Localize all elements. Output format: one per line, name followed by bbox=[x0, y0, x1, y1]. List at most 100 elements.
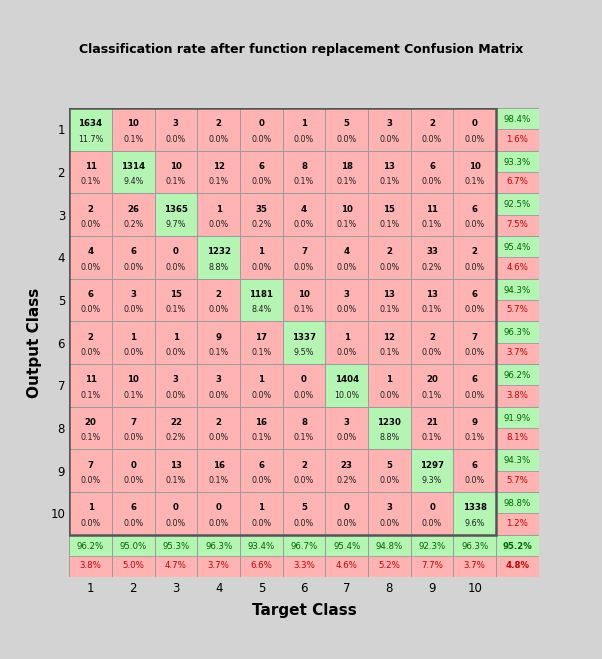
Text: 0.1%: 0.1% bbox=[379, 348, 400, 357]
Text: 3: 3 bbox=[173, 376, 179, 384]
Text: 0.1%: 0.1% bbox=[294, 177, 314, 186]
Bar bbox=[69, 236, 112, 279]
Text: 0.0%: 0.0% bbox=[166, 391, 186, 400]
Text: 0.1%: 0.1% bbox=[379, 177, 400, 186]
Text: 8.1%: 8.1% bbox=[506, 434, 529, 442]
Bar bbox=[368, 449, 411, 492]
Text: 15: 15 bbox=[383, 204, 396, 214]
Text: 6.7%: 6.7% bbox=[506, 177, 529, 186]
Text: 98.8%: 98.8% bbox=[504, 499, 531, 508]
Bar bbox=[411, 151, 453, 193]
Text: 2: 2 bbox=[216, 418, 222, 427]
Text: 0.0%: 0.0% bbox=[123, 263, 143, 272]
Bar bbox=[325, 279, 368, 322]
Text: 0.0%: 0.0% bbox=[208, 220, 229, 229]
Text: 4.8%: 4.8% bbox=[506, 561, 529, 571]
Text: 0.0%: 0.0% bbox=[123, 348, 143, 357]
Text: 95.0%: 95.0% bbox=[120, 542, 147, 551]
X-axis label: Target Class: Target Class bbox=[252, 603, 356, 618]
Bar bbox=[325, 449, 368, 492]
Text: Classification rate after function replacement Confusion Matrix: Classification rate after function repla… bbox=[79, 43, 523, 56]
Text: 5: 5 bbox=[344, 119, 350, 129]
Bar bbox=[112, 364, 155, 407]
Text: 0: 0 bbox=[173, 503, 179, 513]
Text: 0.1%: 0.1% bbox=[337, 177, 357, 186]
Text: 2: 2 bbox=[429, 333, 435, 341]
Text: 8: 8 bbox=[301, 162, 307, 171]
Text: 9: 9 bbox=[216, 333, 222, 341]
Bar bbox=[496, 428, 539, 449]
Text: 1634: 1634 bbox=[78, 119, 102, 129]
Text: 0.0%: 0.0% bbox=[251, 134, 272, 144]
Bar bbox=[69, 193, 112, 236]
Bar bbox=[496, 492, 539, 513]
Bar bbox=[496, 151, 539, 172]
Bar bbox=[453, 492, 496, 534]
Bar bbox=[155, 407, 197, 449]
Text: 0.0%: 0.0% bbox=[123, 305, 143, 314]
Bar bbox=[155, 151, 197, 193]
Text: 4.6%: 4.6% bbox=[336, 561, 358, 571]
Bar bbox=[368, 322, 411, 364]
Bar bbox=[496, 343, 539, 364]
Bar bbox=[155, 279, 197, 322]
Bar bbox=[283, 534, 325, 556]
Bar bbox=[496, 108, 539, 129]
Bar bbox=[496, 449, 539, 471]
Text: 1365: 1365 bbox=[164, 204, 188, 214]
Text: 2: 2 bbox=[472, 247, 478, 256]
Bar bbox=[325, 556, 368, 577]
Text: 96.3%: 96.3% bbox=[205, 542, 232, 551]
Text: 0.0%: 0.0% bbox=[251, 391, 272, 400]
Text: 0.1%: 0.1% bbox=[379, 220, 400, 229]
Text: 0.0%: 0.0% bbox=[422, 348, 442, 357]
Text: 3: 3 bbox=[386, 503, 393, 513]
Text: 5.2%: 5.2% bbox=[379, 561, 400, 571]
Text: 15: 15 bbox=[170, 290, 182, 299]
Bar bbox=[325, 236, 368, 279]
Text: 0: 0 bbox=[258, 119, 264, 129]
Bar bbox=[496, 322, 539, 343]
Text: 0.1%: 0.1% bbox=[81, 391, 101, 400]
Bar bbox=[197, 236, 240, 279]
Bar bbox=[155, 108, 197, 151]
Text: 0.0%: 0.0% bbox=[379, 134, 400, 144]
Text: 96.7%: 96.7% bbox=[290, 542, 318, 551]
Text: 13: 13 bbox=[426, 290, 438, 299]
Text: 4: 4 bbox=[344, 247, 350, 256]
Text: 0.0%: 0.0% bbox=[379, 519, 400, 528]
Text: 0.0%: 0.0% bbox=[208, 434, 229, 442]
Text: 0.0%: 0.0% bbox=[208, 519, 229, 528]
Text: 96.2%: 96.2% bbox=[77, 542, 104, 551]
Bar bbox=[325, 322, 368, 364]
Text: 0.0%: 0.0% bbox=[294, 519, 314, 528]
Text: 91.9%: 91.9% bbox=[504, 414, 531, 422]
Text: 0.0%: 0.0% bbox=[465, 305, 485, 314]
Bar bbox=[368, 108, 411, 151]
Text: 1230: 1230 bbox=[377, 418, 402, 427]
Bar bbox=[325, 193, 368, 236]
Text: 3: 3 bbox=[216, 376, 222, 384]
Text: 1: 1 bbox=[216, 204, 222, 214]
Text: 4.7%: 4.7% bbox=[165, 561, 187, 571]
Bar bbox=[197, 407, 240, 449]
Text: 6: 6 bbox=[258, 162, 264, 171]
Bar bbox=[283, 556, 325, 577]
Text: 0.0%: 0.0% bbox=[251, 263, 272, 272]
Bar bbox=[368, 364, 411, 407]
Text: 0.1%: 0.1% bbox=[422, 220, 442, 229]
Bar bbox=[325, 492, 368, 534]
Bar bbox=[325, 364, 368, 407]
Text: 22: 22 bbox=[170, 418, 182, 427]
Text: 3.3%: 3.3% bbox=[293, 561, 315, 571]
Bar bbox=[240, 492, 283, 534]
Bar bbox=[411, 108, 453, 151]
Text: 0.0%: 0.0% bbox=[294, 134, 314, 144]
Text: 0.0%: 0.0% bbox=[379, 391, 400, 400]
Text: 5: 5 bbox=[301, 503, 307, 513]
Text: 4: 4 bbox=[301, 204, 307, 214]
Bar bbox=[112, 449, 155, 492]
Text: 0.0%: 0.0% bbox=[422, 134, 442, 144]
Text: 0.0%: 0.0% bbox=[208, 305, 229, 314]
Bar bbox=[240, 449, 283, 492]
